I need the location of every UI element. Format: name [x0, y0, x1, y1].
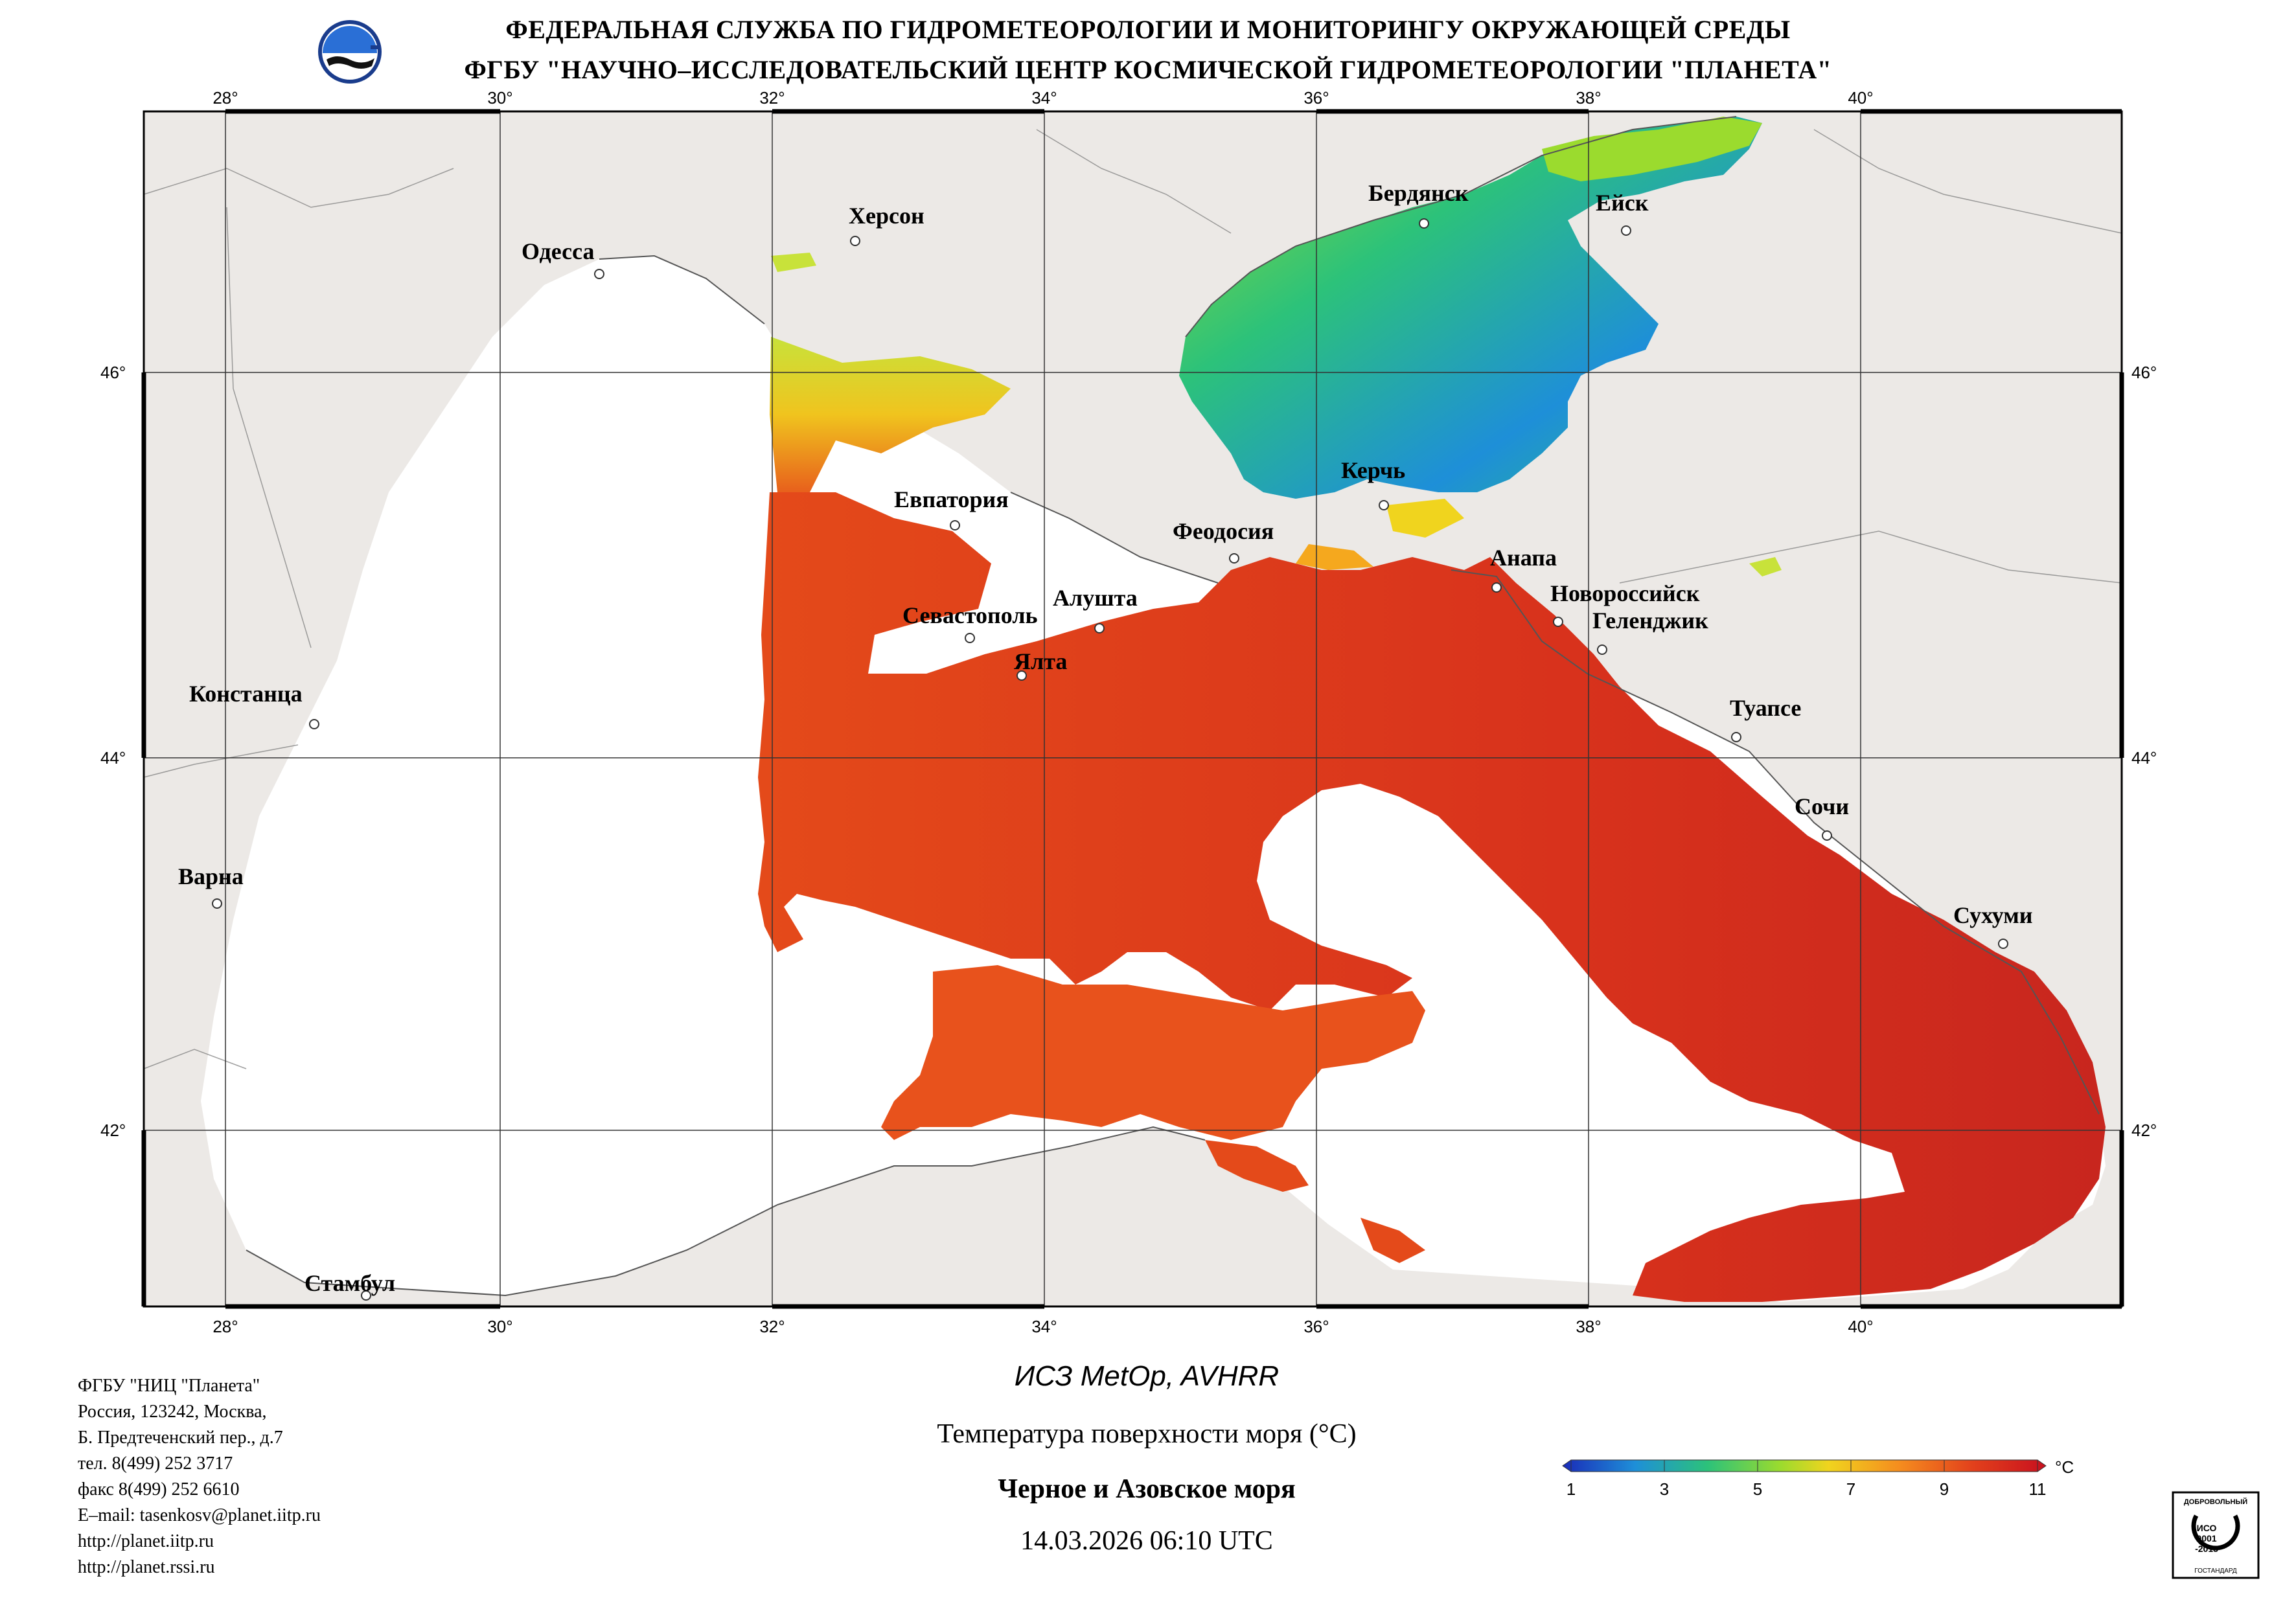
lat-label: 44°	[2131, 748, 2157, 768]
header-line-2: ФГБУ "НАУЧНО–ИССЛЕДОВАТЕЛЬСКИЙ ЦЕНТР КОС…	[464, 55, 1832, 84]
lon-label: 36°	[1303, 88, 1329, 108]
city-label-yeysk: Ейск	[1596, 190, 1649, 216]
datetime-label: 14.03.2026 06:10 UTC	[1020, 1526, 1273, 1556]
colorbar-tick-label: 5	[1753, 1479, 1762, 1499]
lon-label: 32°	[759, 1317, 785, 1336]
lon-label: 28°	[212, 1317, 238, 1336]
lat-label: 44°	[100, 748, 126, 768]
coastlines	[246, 116, 2100, 1297]
frame-thick-segments	[141, 109, 2124, 1309]
city-label-kerch: Керчь	[1341, 457, 1405, 483]
borders	[143, 129, 2122, 1069]
colorbar-tick-label: 1	[1567, 1479, 1576, 1499]
city-labels: Херсон Одесса Бердянск Ейск Евпатория Ке…	[178, 180, 2033, 1296]
city-label-tuapse: Туапсе	[1730, 695, 1801, 721]
warm-sea-sst	[758, 492, 2106, 1302]
city-label-novorossiysk: Новороссийск	[1550, 580, 1700, 606]
colorbar-tick-label: 11	[2029, 1479, 2047, 1499]
colorbar-tick-label: 7	[1846, 1479, 1855, 1499]
graticule	[144, 111, 2122, 1306]
region-title: Черное и Азовское моря	[998, 1474, 1296, 1504]
city-label-constanta: Констанца	[189, 681, 303, 707]
cert-mid2: 9001	[2196, 1533, 2216, 1544]
city-label-varna: Варна	[178, 863, 244, 889]
lat-labels: 46° 44° 42° 46° 44° 42°	[100, 363, 2157, 1140]
city-label-odessa: Одесса	[522, 238, 595, 264]
city-label-gelendzhik: Геленджик	[1592, 608, 1708, 633]
address-line: Россия, 123242, Москва,	[78, 1402, 267, 1422]
product-title: Температура поверхности моря (°С)	[937, 1419, 1357, 1449]
header-line-1: ФЕДЕРАЛЬНАЯ СЛУЖБА ПО ГИДРОМЕТЕОРОЛОГИИ …	[505, 15, 1791, 44]
lon-label: 30°	[487, 1317, 512, 1336]
city-label-alushta: Алушта	[1053, 585, 1138, 611]
address-line: ФГБУ "НИЦ "Планета"	[78, 1376, 260, 1396]
lat-label: 46°	[2131, 363, 2157, 382]
kerch-strait-patch	[1386, 499, 1464, 538]
nw-shelf-sst	[770, 337, 1011, 492]
warm-sea-turkey-patch	[1205, 1140, 1309, 1192]
address-line: факс 8(499) 252 6610	[78, 1479, 240, 1499]
cert-mid1: ИСО	[2197, 1523, 2217, 1533]
temperature-colorbar: 1 3 5 7 9 11 °С	[1562, 1457, 2074, 1499]
address-line: тел. 8(499) 252 3717	[78, 1453, 233, 1474]
lon-label: 34°	[1031, 88, 1057, 108]
kerch-south-patch	[1296, 544, 1373, 570]
planeta-globe-logo-icon	[318, 20, 382, 84]
lon-labels-top: 28° 30° 32° 34° 36° 38° 40°	[212, 88, 1873, 108]
lon-label: 36°	[1303, 1317, 1329, 1336]
address-line: http://planet.rssi.ru	[78, 1557, 215, 1577]
kherson-bay-patch	[771, 253, 816, 272]
cert-bottom: ГОСТАНДАРД	[2194, 1567, 2237, 1575]
city-label-berdyansk: Бердянск	[1368, 180, 1469, 206]
city-label-sochi: Сочи	[1795, 793, 1849, 819]
warm-sea-samsun-patch	[1360, 1218, 1425, 1263]
lon-label: 38°	[1576, 88, 1601, 108]
lon-label: 32°	[759, 88, 785, 108]
city-label-feodosia: Феодосия	[1173, 518, 1274, 544]
colorbar-tick-label: 9	[1940, 1479, 1949, 1499]
lat-label: 46°	[100, 363, 126, 382]
cert-top: ДОБРОВОЛЬНЫЙ	[2184, 1498, 2247, 1506]
kuban-patch	[1749, 557, 1782, 576]
city-label-yalta: Ялта	[1014, 648, 1067, 674]
city-label-yevpatoria: Евпатория	[894, 486, 1009, 512]
iso-certificate-badge-icon: ДОБРОВОЛЬНЫЙ ИСО 9001 -2015 ГОСТАНДАРД	[2172, 1491, 2260, 1579]
city-label-istanbul: Стамбул	[304, 1270, 395, 1296]
lon-label: 30°	[487, 88, 512, 108]
lon-label: 28°	[212, 88, 238, 108]
lon-label: 34°	[1031, 1317, 1057, 1336]
lon-label: 40°	[1848, 88, 1873, 108]
address-line: E–mail: tasenkosv@planet.iitp.ru	[78, 1505, 321, 1525]
lon-labels-bottom: 28° 30° 32° 34° 36° 38° 40°	[212, 1317, 1873, 1336]
cert-mid3: -2015	[2195, 1544, 2218, 1554]
city-label-sevastopol: Севастополь	[902, 602, 1038, 628]
address-line: http://planet.iitp.ru	[78, 1531, 214, 1551]
city-label-sukhumi: Сухуми	[1953, 902, 2033, 928]
address-line: Б. Предтеченский пер., д.7	[78, 1428, 283, 1448]
colorbar-ticks	[1570, 1460, 2038, 1472]
address-block: ФГБУ "НИЦ "Планета" Россия, 123242, Моск…	[78, 1373, 321, 1580]
colorbar-unit: °С	[2055, 1457, 2074, 1477]
azov-north-shore-band	[1542, 117, 1762, 181]
lat-label: 42°	[100, 1121, 126, 1140]
azov-sea-sst	[1179, 117, 1762, 499]
city-label-anapa: Анапа	[1490, 545, 1557, 571]
lat-label: 42°	[2131, 1121, 2157, 1140]
colorbar-labels: 1 3 5 7 9 11	[1567, 1479, 2047, 1499]
lon-label: 40°	[1848, 1317, 1873, 1336]
colorbar-tick-label: 3	[1660, 1479, 1669, 1499]
satellite-label: ИСЗ MetOp, AVHRR	[1014, 1360, 1280, 1392]
warm-sea-south-sst	[881, 965, 1425, 1140]
lon-label: 38°	[1576, 1317, 1601, 1336]
colorbar-body	[1562, 1459, 2047, 1472]
city-markers	[212, 218, 2008, 1301]
city-label-kherson: Херсон	[849, 203, 924, 229]
